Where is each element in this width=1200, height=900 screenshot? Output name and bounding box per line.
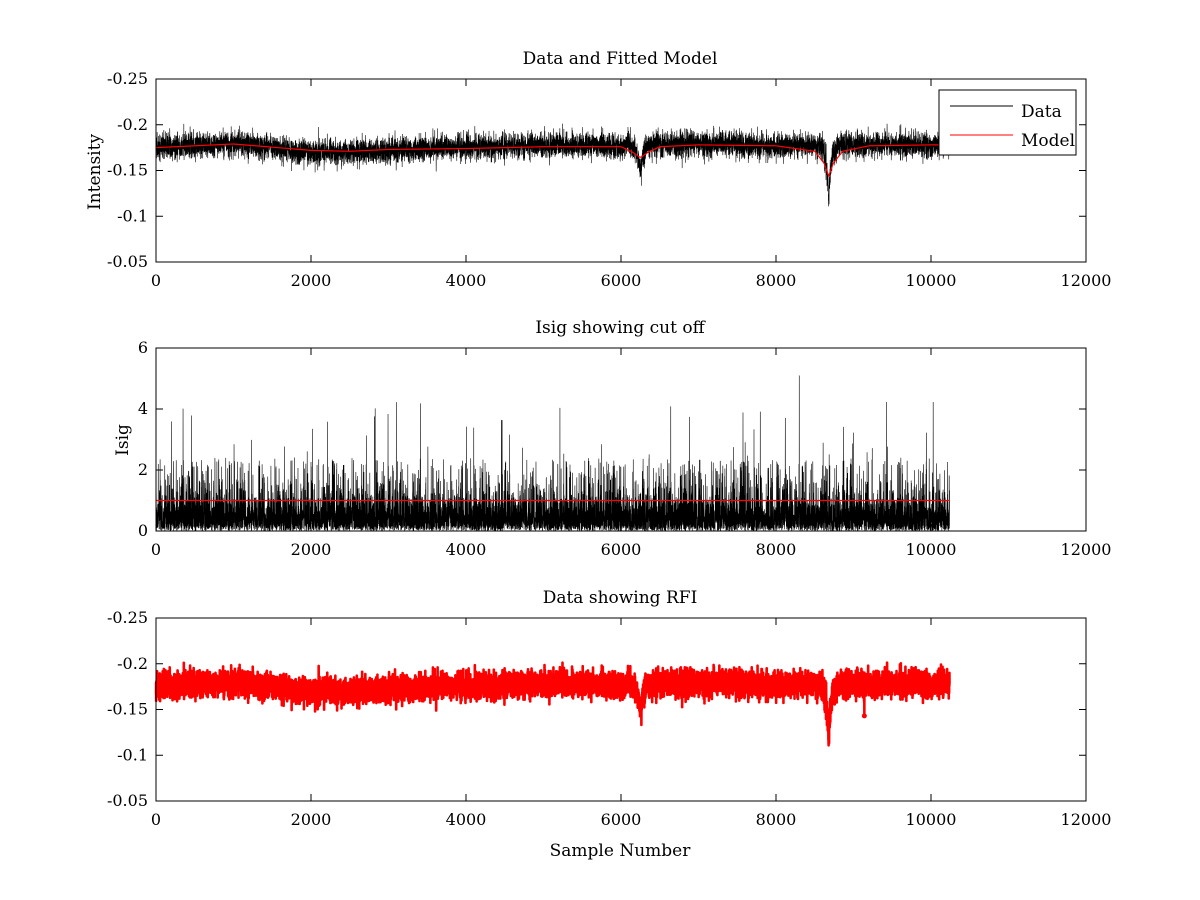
series-data-line [155, 123, 950, 207]
x-tick-label: 0 [151, 271, 161, 290]
series-model-line [155, 143, 950, 178]
y-tick-label: -0.1 [117, 745, 148, 764]
panel-intensity: Data and Fitted Model Intensity 0 2000 400… [85, 49, 1111, 290]
y-tick-label: -0.2 [117, 115, 148, 134]
y-tick-label: -0.2 [117, 654, 148, 673]
series-isig-line [155, 375, 950, 532]
x-tick-label: 10000 [906, 271, 957, 290]
legend-model-label: Model [1021, 131, 1075, 151]
x-tick-label: 6000 [601, 540, 642, 559]
panel-isig-ticks: 0 2000 4000 6000 8000 10000 12000 0 2 4 6 [138, 338, 1112, 559]
x-tick-label: 8000 [756, 271, 797, 290]
panel-isig-ylabel: Isig [113, 424, 133, 456]
panel-rfi: Data showing RFI Sample Number 0 2000 4000… [107, 588, 1111, 861]
series-rfi-marker [861, 713, 867, 719]
x-tick-label: 4000 [446, 540, 487, 559]
x-tick-label: 12000 [1061, 540, 1112, 559]
x-tick-label: 0 [151, 810, 161, 829]
panel-rfi-title: Data showing RFI [543, 588, 698, 608]
y-tick-label: -0.05 [107, 252, 148, 271]
y-tick-label: -0.15 [107, 700, 148, 719]
panel-intensity-plot [155, 123, 950, 207]
series-rfi-line [154, 661, 951, 747]
panel-rfi-ticks: 0 2000 4000 6000 8000 10000 12000 -0.05 -0.1 -0.1… [107, 608, 1111, 829]
x-tick-label: 4000 [446, 271, 487, 290]
x-tick-label: 2000 [291, 540, 332, 559]
x-tick-label: 0 [151, 540, 161, 559]
x-tick-label: 12000 [1061, 271, 1112, 290]
x-tick-label: 2000 [291, 271, 332, 290]
legend-data-label: Data [1021, 102, 1062, 122]
y-tick-label: 2 [138, 460, 148, 479]
y-tick-label: -0.25 [107, 69, 148, 88]
panel-intensity-ylabel: Intensity [85, 134, 105, 210]
y-tick-label: -0.1 [117, 206, 148, 225]
panel-isig: Isig showing cut off Isig 0 2000 4000 6000 8… [113, 318, 1111, 559]
panel-intensity-legend: Data Model [938, 89, 1077, 156]
panel-intensity-title: Data and Fitted Model [523, 49, 718, 69]
x-tick-label: 6000 [601, 810, 642, 829]
panel-rfi-xlabel: Sample Number [550, 841, 692, 861]
x-tick-label: 10000 [906, 810, 957, 829]
x-tick-label: 6000 [601, 271, 642, 290]
x-tick-label: 2000 [291, 810, 332, 829]
x-tick-label: 4000 [446, 810, 487, 829]
y-tick-label: -0.15 [107, 161, 148, 180]
x-tick-label: 12000 [1061, 810, 1112, 829]
x-tick-label: 8000 [756, 810, 797, 829]
y-tick-label: -0.05 [107, 791, 148, 810]
x-tick-label: 10000 [906, 540, 957, 559]
panel-rfi-plot [154, 661, 951, 747]
y-tick-label: -0.25 [107, 608, 148, 627]
panel-intensity-ticks: 0 2000 4000 6000 8000 10000 12000 -0.05 -0.1 -0.1… [107, 69, 1111, 290]
x-tick-label: 8000 [756, 540, 797, 559]
y-tick-label: 0 [138, 521, 148, 540]
y-tick-label: 6 [138, 338, 148, 357]
panel-isig-title: Isig showing cut off [535, 318, 706, 338]
legend-box [938, 89, 1077, 156]
panel-isig-plot [155, 375, 950, 532]
y-tick-label: 4 [138, 399, 148, 418]
